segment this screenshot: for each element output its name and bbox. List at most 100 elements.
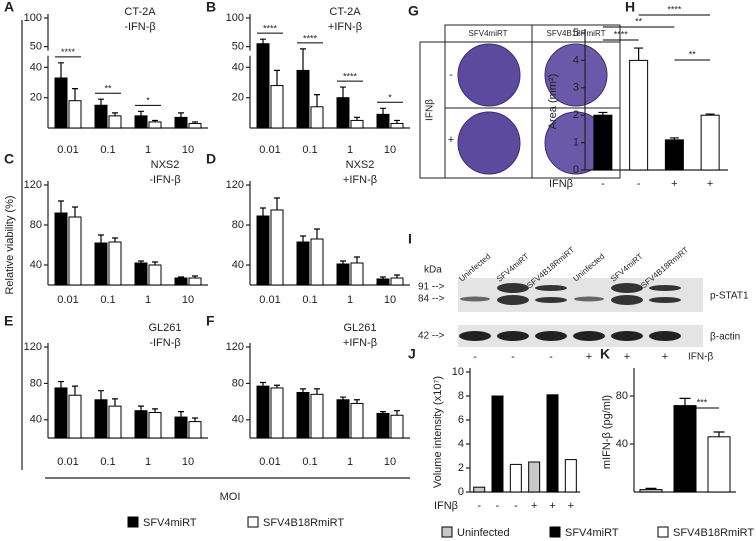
error-bar xyxy=(300,388,306,393)
bar xyxy=(336,97,350,129)
blot-band xyxy=(459,331,491,341)
y-axis-label: Volume intensity (x10⁷) xyxy=(432,376,444,488)
y-tick-label: 5 xyxy=(573,27,579,39)
treatment-sign: + xyxy=(624,351,630,363)
error-bar xyxy=(178,411,184,418)
error-bar xyxy=(394,119,400,124)
significance-label: **** xyxy=(343,71,358,81)
bar xyxy=(256,43,270,129)
bar xyxy=(94,104,108,129)
error-bar xyxy=(72,87,78,101)
panel-letter: H xyxy=(625,0,635,15)
chart-subtitle: +IFN-β xyxy=(328,21,362,33)
bar xyxy=(310,106,324,129)
bar xyxy=(94,399,108,439)
panel-letter: E xyxy=(4,313,13,329)
x-tick-label: 1 xyxy=(145,294,151,306)
y-tick-label: 80 xyxy=(232,377,244,389)
error-bar xyxy=(354,399,360,404)
x-axis-label: IFNβ xyxy=(549,178,573,190)
legend-swatch xyxy=(657,526,669,538)
y-tick-label: 6 xyxy=(458,414,464,426)
blot-band xyxy=(497,283,529,293)
error-bar xyxy=(192,417,198,422)
treatment-sign: - xyxy=(511,351,515,363)
error-bar xyxy=(112,398,118,407)
error-bar xyxy=(58,380,64,388)
error-bar xyxy=(98,390,104,400)
bar xyxy=(528,461,541,493)
bar xyxy=(310,393,324,439)
y-tick-label: 120 xyxy=(24,179,42,191)
column-header: SFV4B18RmiRT xyxy=(547,29,606,38)
blot-band xyxy=(649,331,681,341)
significance-label: **** xyxy=(614,29,629,39)
error-bar xyxy=(394,274,400,278)
significance-label: ** xyxy=(635,16,643,26)
error-bar xyxy=(178,276,184,278)
y-tick-label: 10 xyxy=(452,366,464,378)
error-bar xyxy=(394,410,400,416)
bar xyxy=(188,277,202,286)
bar xyxy=(593,114,613,171)
bar xyxy=(270,85,284,129)
error-bar xyxy=(679,397,691,406)
x-tick-label: 0.1 xyxy=(302,294,317,306)
y-tick-label: 80 xyxy=(616,390,628,402)
bar xyxy=(108,241,122,286)
legend-swatch xyxy=(127,516,139,528)
y-tick-label: 0 xyxy=(458,486,464,498)
legend-label: Uninfected xyxy=(457,527,510,539)
significance-label: *** xyxy=(697,397,708,407)
bar xyxy=(336,399,350,439)
column-header: SFV4miRT xyxy=(469,29,508,38)
error-bar xyxy=(112,237,118,242)
error-bar xyxy=(380,411,386,414)
error-bar xyxy=(669,137,679,140)
row-title: IFNβ xyxy=(425,99,436,121)
bar xyxy=(148,121,162,129)
error-bar xyxy=(314,94,320,107)
band-label: β-actin xyxy=(710,332,740,343)
panel-g: G SFV4miRT SFV4B18RmiRT IFNβ - + xyxy=(408,3,621,179)
x-tick-label: 10 xyxy=(384,294,396,306)
bar xyxy=(174,416,188,439)
x-tick-label: 0.1 xyxy=(100,144,115,156)
bar xyxy=(509,463,522,493)
chart-title: CT-2A xyxy=(124,6,156,18)
legend-swatch xyxy=(441,526,453,538)
y-tick-label: 20 xyxy=(30,92,42,104)
error-bar xyxy=(705,113,715,116)
error-bar xyxy=(598,111,608,116)
bar xyxy=(270,387,284,439)
y-tick-label: 50 xyxy=(232,41,244,53)
bar xyxy=(148,264,162,286)
y-tick-label: 120 xyxy=(24,341,42,353)
x-axis-label: MOI xyxy=(220,491,241,503)
bar xyxy=(473,486,486,493)
blot-band xyxy=(649,297,681,303)
plaque-well xyxy=(457,43,521,107)
panel-letter: F xyxy=(206,313,215,329)
bar xyxy=(390,122,404,129)
x-tick-label: - xyxy=(514,500,518,512)
row-label: - xyxy=(449,69,453,81)
bar xyxy=(134,115,148,129)
panel-letter: C xyxy=(4,151,14,167)
error-bar xyxy=(380,276,386,279)
y-tick-label: 20 xyxy=(232,92,244,104)
blot-band xyxy=(649,285,681,291)
axis-break xyxy=(246,50,254,56)
error-bar xyxy=(380,107,386,115)
bar xyxy=(68,216,82,286)
bar xyxy=(390,414,404,439)
error-bar xyxy=(152,119,158,122)
bar xyxy=(491,395,504,493)
chart-subtitle: -IFN-β xyxy=(149,337,180,349)
bar xyxy=(707,436,731,493)
axis-break xyxy=(44,50,52,56)
y-tick-label: 4 xyxy=(573,54,579,66)
error-bar xyxy=(192,275,198,278)
blot-band xyxy=(611,295,643,305)
x-tick-label: + xyxy=(707,178,713,190)
